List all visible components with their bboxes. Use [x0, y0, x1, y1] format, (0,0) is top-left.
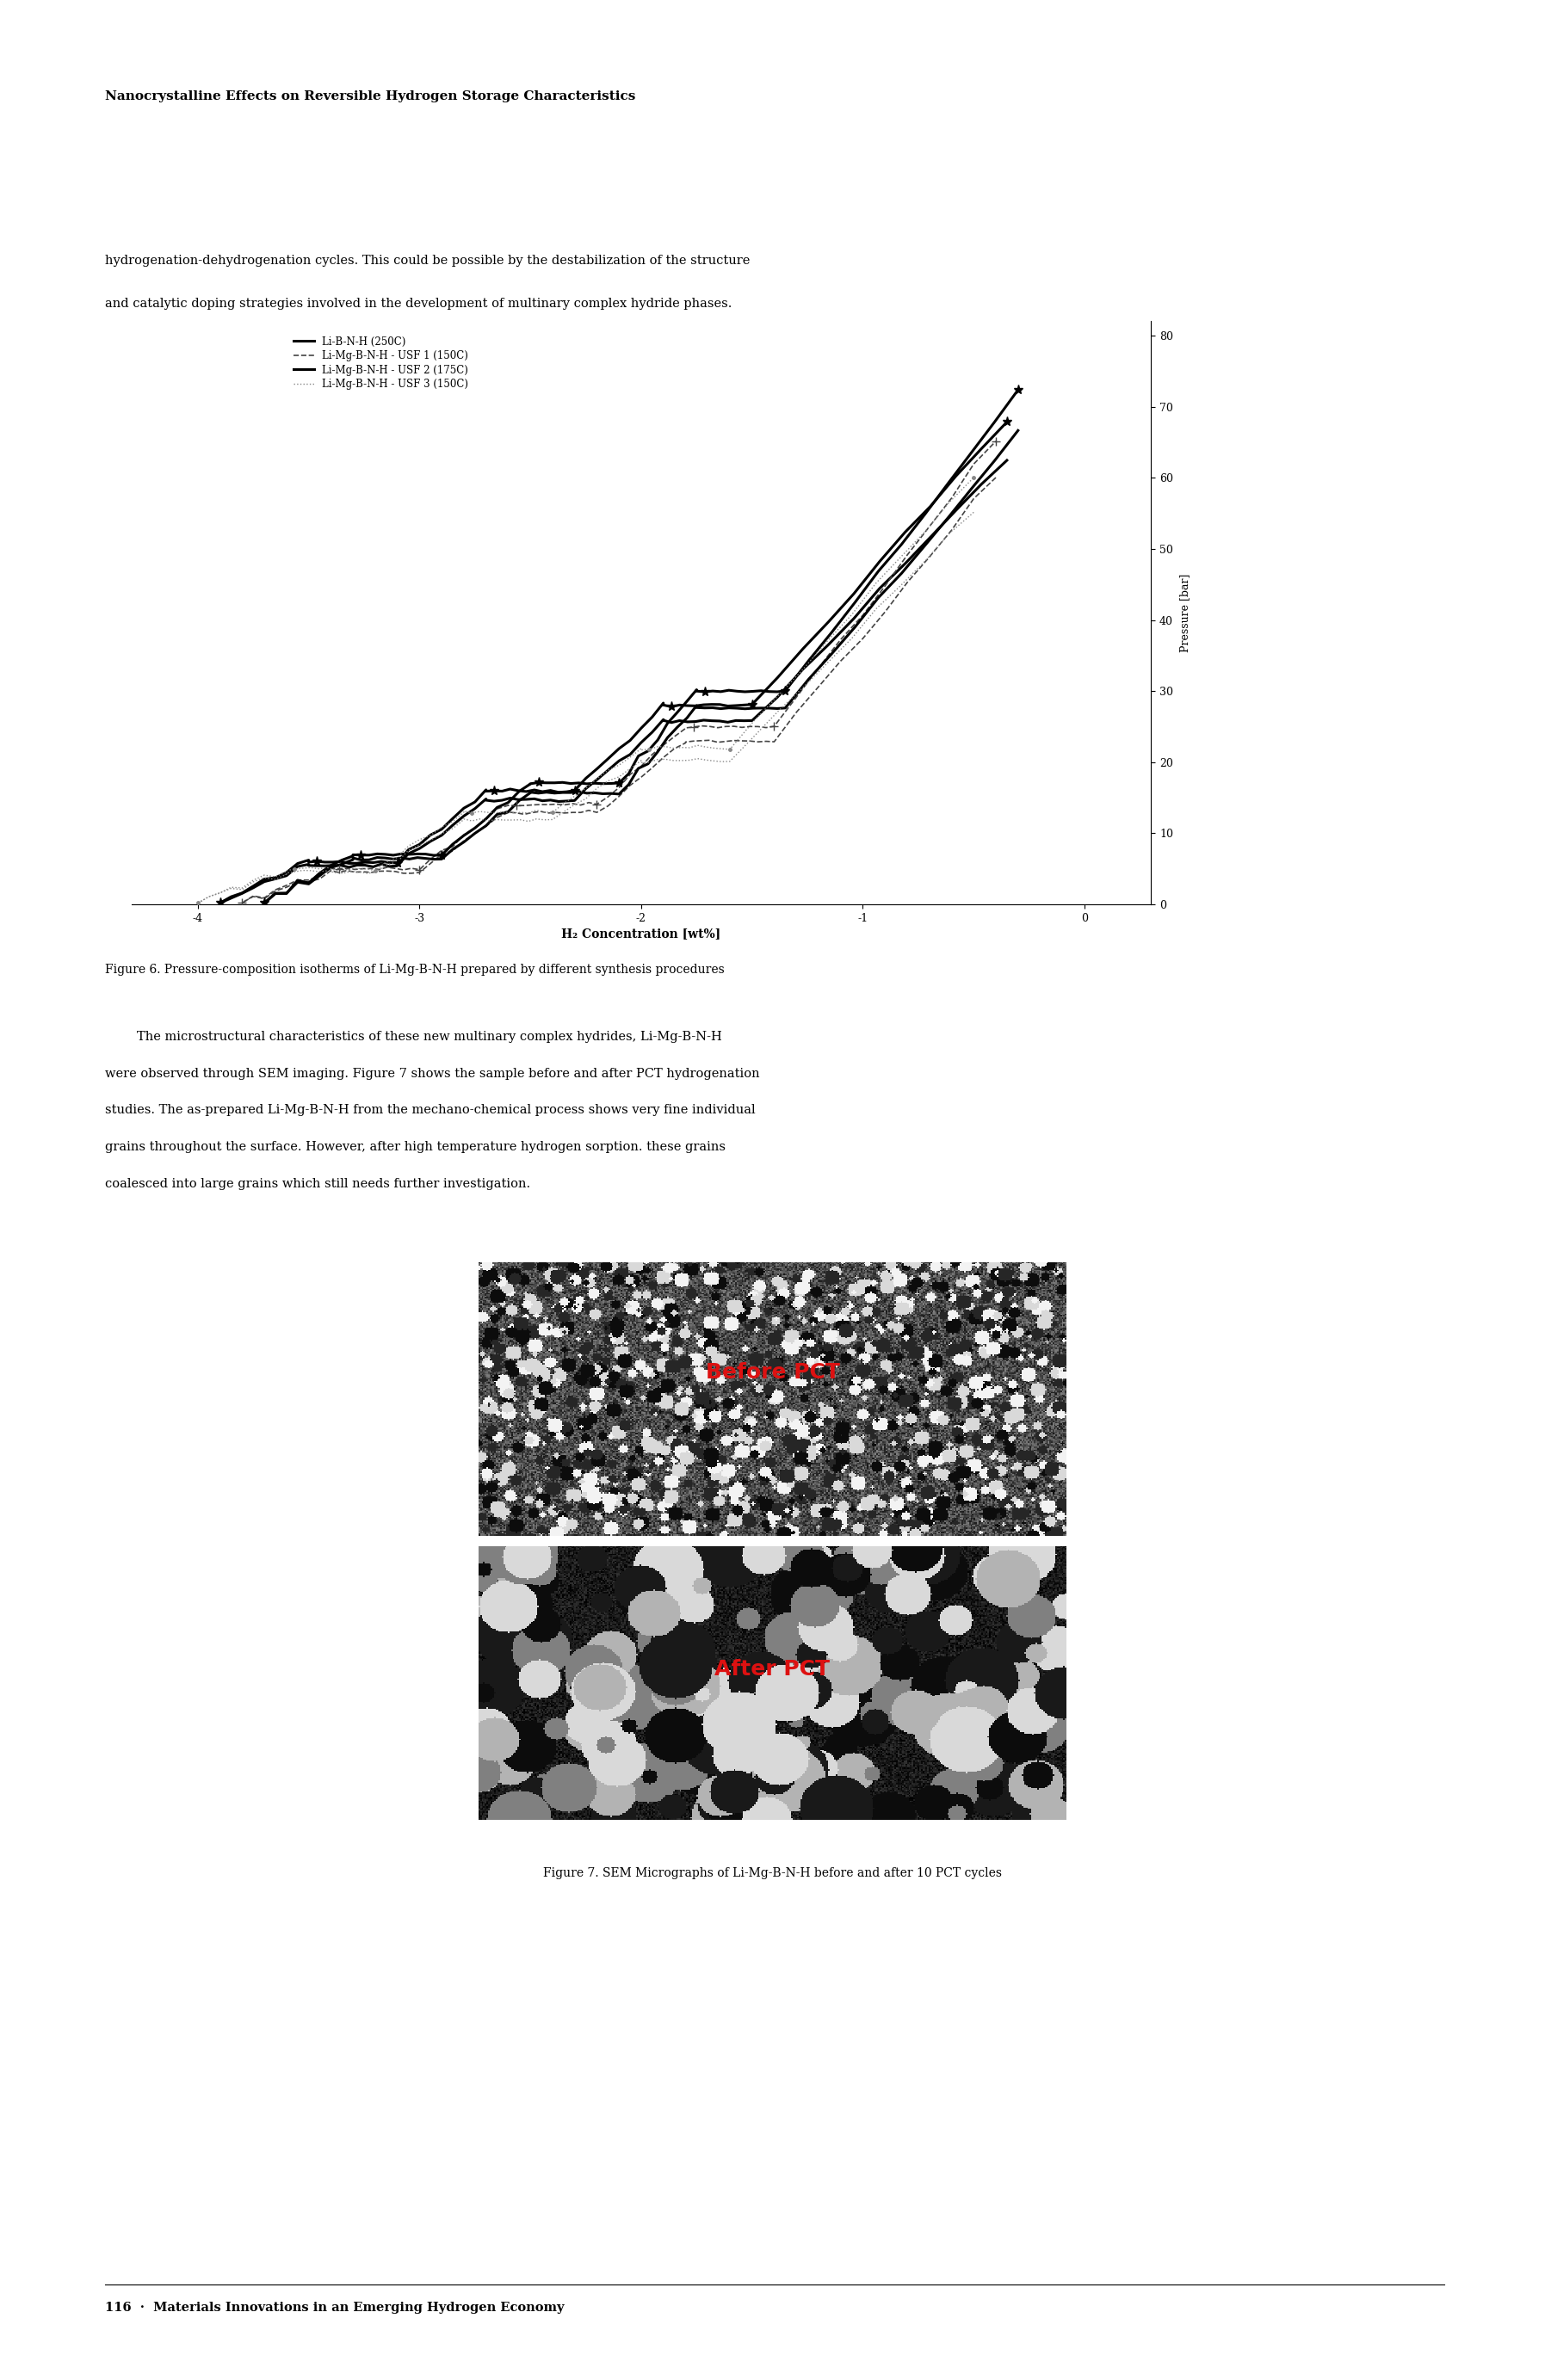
Li-Mg-B-N-H - USF 1 (150C) — [539, 790, 558, 819]
Line: Li-Mg-B-N-H - USF 2 (175C): Li-Mg-B-N-H - USF 2 (175C) — [264, 390, 1018, 902]
Li-Mg-B-N-H - USF 3 (150C) — [565, 783, 584, 812]
Li-B-N-H (250C) — [518, 778, 536, 807]
Li-Mg-B-N-H - USF 1 (150C) — [411, 854, 430, 883]
Li-Mg-B-N-H - USF 2 (175C) — [916, 500, 935, 528]
Li-Mg-B-N-H - USF 3 (150C) — [964, 464, 983, 493]
Text: Figure 6. Pressure-composition isotherms of Li-Mg-B-N-H prepared by different sy: Figure 6. Pressure-composition isotherms… — [105, 964, 725, 976]
Text: Nanocrystalline Effects on Reversible Hydrogen Storage Characteristics: Nanocrystalline Effects on Reversible Hy… — [105, 90, 635, 102]
Li-Mg-B-N-H - USF 1 (150C) — [898, 540, 916, 569]
Li-Mg-B-N-H - USF 3 (150C) — [188, 888, 207, 916]
Li-Mg-B-N-H - USF 3 (150C) — [494, 797, 513, 826]
Text: After PCT: After PCT — [715, 1659, 830, 1680]
Li-Mg-B-N-H - USF 2 (175C) — [561, 769, 579, 797]
Li-Mg-B-N-H - USF 1 (150C) — [610, 774, 629, 802]
Line: Li-Mg-B-N-H - USF 3 (150C): Li-Mg-B-N-H - USF 3 (150C) — [198, 478, 973, 902]
Text: Figure 7. SEM Micrographs of Li-Mg-B-N-H before and after 10 PCT cycles: Figure 7. SEM Micrographs of Li-Mg-B-N-H… — [544, 1868, 1001, 1880]
Li-B-N-H (250C) — [233, 878, 252, 907]
Li-Mg-B-N-H - USF 1 (150C) — [477, 804, 496, 833]
Li-Mg-B-N-H - USF 1 (150C) — [233, 888, 252, 916]
Li-Mg-B-N-H - USF 2 (175C) — [255, 888, 273, 916]
Li-B-N-H (250C) — [587, 754, 606, 783]
Text: were observed through SEM imaging. Figure 7 shows the sample before and after PC: were observed through SEM imaging. Figur… — [105, 1066, 760, 1081]
Li-Mg-B-N-H - USF 2 (175C) — [1009, 376, 1027, 405]
Text: grains throughout the surface. However, after high temperature hydrogen sorption: grains throughout the surface. However, … — [105, 1142, 726, 1154]
Text: coalesced into large grains which still needs further investigation.: coalesced into large grains which still … — [105, 1178, 530, 1190]
Line: Li-Mg-B-N-H - USF 1 (150C): Li-Mg-B-N-H - USF 1 (150C) — [243, 440, 997, 902]
Li-Mg-B-N-H - USF 1 (150C) — [255, 883, 273, 912]
Li-Mg-B-N-H - USF 3 (150C) — [433, 814, 451, 843]
Text: 116  ·  Materials Innovations in an Emerging Hydrogen Economy: 116 · Materials Innovations in an Emergi… — [105, 2301, 564, 2313]
Y-axis label: Pressure [bar]: Pressure [bar] — [1179, 574, 1190, 652]
Li-Mg-B-N-H - USF 2 (175C) — [277, 878, 295, 907]
Li-Mg-B-N-H - USF 3 (150C) — [867, 569, 885, 597]
Li-Mg-B-N-H - USF 2 (175C) — [629, 743, 647, 771]
Li-B-N-H (250C) — [896, 519, 915, 547]
Text: hydrogenation-dehydrogenation cycles. This could be possible by the destabilizat: hydrogenation-dehydrogenation cycles. Th… — [105, 255, 749, 267]
Li-Mg-B-N-H - USF 3 (150C) — [366, 857, 385, 885]
Li-B-N-H (250C) — [454, 795, 473, 823]
Li-Mg-B-N-H - USF 3 (150C) — [210, 878, 229, 907]
Li-Mg-B-N-H - USF 2 (175C) — [499, 788, 518, 816]
Text: Before PCT: Before PCT — [706, 1361, 839, 1383]
Li-B-N-H (250C) — [388, 850, 406, 878]
Li-B-N-H (250C) — [998, 407, 1017, 436]
Line: Li-B-N-H (250C): Li-B-N-H (250C) — [219, 421, 1007, 902]
Li-B-N-H (250C) — [210, 888, 229, 916]
Li-Mg-B-N-H - USF 2 (175C) — [433, 840, 451, 869]
X-axis label: H₂ Concentration [wt%]: H₂ Concentration [wt%] — [561, 928, 722, 940]
Text: and catalytic doping strategies involved in the development of multinary complex: and catalytic doping strategies involved… — [105, 298, 732, 309]
Legend: Li-B-N-H (250C), Li-Mg-B-N-H - USF 1 (150C), Li-Mg-B-N-H - USF 2 (175C), Li-Mg-B: Li-B-N-H (250C), Li-Mg-B-N-H - USF 1 (15… — [289, 333, 473, 395]
Text: studies. The as-prepared Li-Mg-B-N-H from the mechano-chemical process shows ver: studies. The as-prepared Li-Mg-B-N-H fro… — [105, 1104, 756, 1116]
Li-Mg-B-N-H - USF 1 (150C) — [987, 426, 1006, 455]
Text: The microstructural characteristics of these new multinary complex hydrides, Li-: The microstructural characteristics of t… — [105, 1031, 722, 1042]
